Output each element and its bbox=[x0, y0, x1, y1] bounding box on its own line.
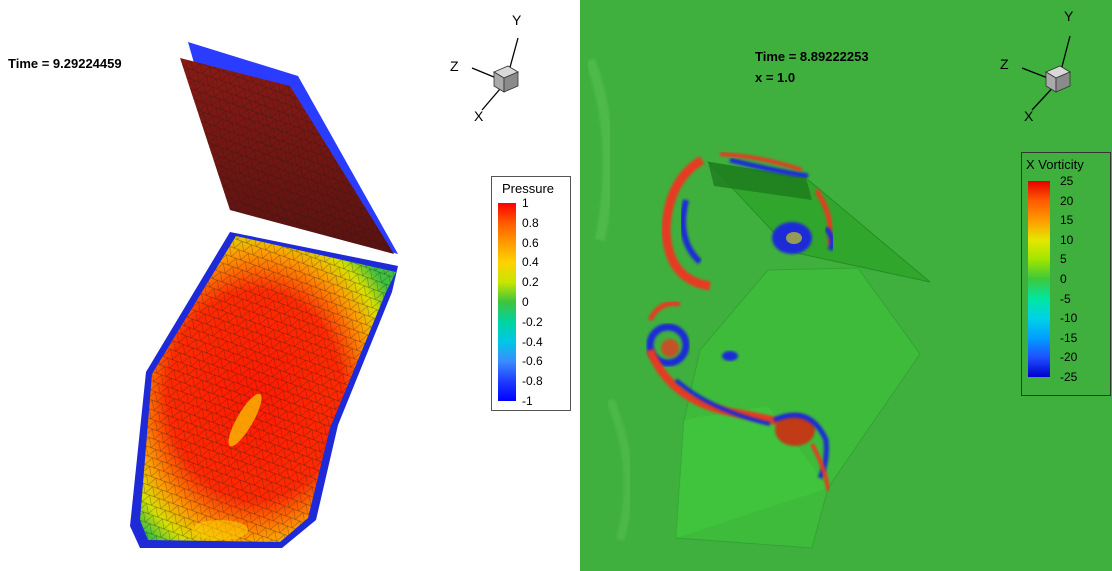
legend-tick-label: 0.8 bbox=[522, 215, 539, 230]
pressure-surface-render bbox=[130, 42, 398, 548]
time-label: Time = 9.29224459 bbox=[8, 56, 122, 71]
vorticity-view-panel: Time = 8.89222253 x = 1.0 Y Z X X Vortic… bbox=[580, 0, 1112, 571]
legend-tick-label: 0.6 bbox=[522, 235, 539, 250]
legend-tick-label: 0 bbox=[1060, 272, 1067, 286]
legend-tick-label: -15 bbox=[1060, 330, 1078, 345]
legend-tick-label: -0.2 bbox=[522, 314, 543, 329]
axis-z-label: Z bbox=[450, 58, 459, 74]
axis-z-label: Z bbox=[1000, 56, 1009, 72]
vorticity-legend: X Vorticity 25 20 15 10 5 0 -5 -10 -15 -20 -25 bbox=[1021, 152, 1111, 396]
legend-tick-label: 5 bbox=[1060, 252, 1067, 267]
axis-triad: Y Z X bbox=[444, 10, 534, 124]
legend-tick-label: 15 bbox=[1060, 213, 1074, 228]
axis-triad: Y Z X bbox=[996, 8, 1086, 124]
legend-tick-label: -0.4 bbox=[522, 334, 543, 349]
legend-tick-label: -25 bbox=[1060, 370, 1078, 384]
legend-tick-label: 20 bbox=[1060, 193, 1074, 208]
legend-title: Pressure bbox=[502, 181, 555, 196]
legend-tick-label: -5 bbox=[1060, 291, 1071, 306]
axis-y-label: Y bbox=[512, 12, 522, 28]
pressure-colorbar bbox=[498, 203, 516, 401]
legend-tick-label: 0 bbox=[522, 295, 529, 309]
legend-tick-label: 0.2 bbox=[522, 275, 539, 290]
legend-tick-label: 0.4 bbox=[522, 255, 539, 270]
vorticity-colorbar bbox=[1028, 181, 1050, 377]
axis-x-label: X bbox=[474, 108, 484, 124]
slice-position-label: x = 1.0 bbox=[755, 70, 796, 85]
axis-x-label: X bbox=[1024, 108, 1034, 124]
legend-tick-label: -0.6 bbox=[522, 354, 543, 369]
legend-title: X Vorticity bbox=[1026, 157, 1084, 172]
legend-tick-label: 25 bbox=[1060, 174, 1074, 188]
axis-y-label: Y bbox=[1064, 8, 1074, 24]
pressure-view-panel: Time = 9.29224459 bbox=[8, 10, 571, 548]
legend-tick-label: 10 bbox=[1060, 232, 1074, 247]
time-label: Time = 8.89222253 bbox=[755, 49, 869, 64]
legend-tick-label: -1 bbox=[522, 394, 533, 408]
axis-triad-icon bbox=[471, 37, 519, 111]
legend-tick-label: -20 bbox=[1060, 350, 1078, 365]
legend-tick-label: 1 bbox=[522, 196, 529, 210]
legend-tick-label: -0.8 bbox=[522, 374, 543, 389]
axis-triad-icon bbox=[1021, 35, 1071, 111]
legend-tick-label: -10 bbox=[1060, 311, 1078, 326]
pressure-legend: Pressure 1 0.8 0.6 0.4 0.2 0 -0.2 -0.4 -0.6 -0.8 -… bbox=[491, 176, 571, 411]
